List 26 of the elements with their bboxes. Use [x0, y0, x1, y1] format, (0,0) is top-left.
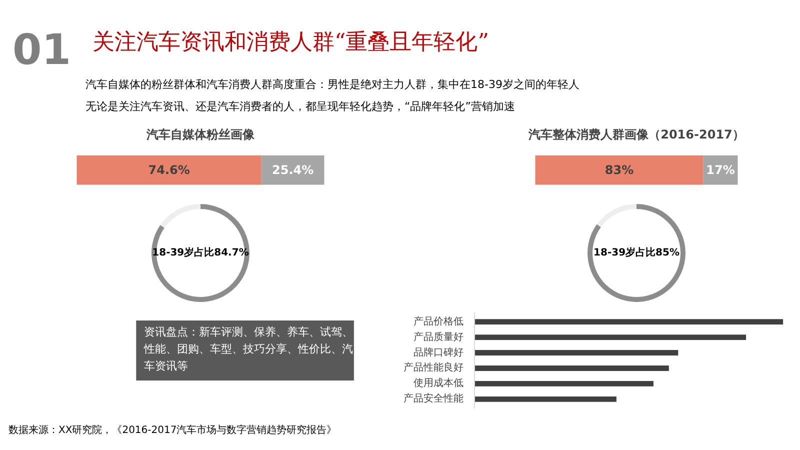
- text: 01: [12, 25, 71, 74]
- text: 18-39岁占比85%: [594, 246, 680, 258]
- bar: [474, 350, 678, 356]
- data-label: 25.4%: [272, 163, 314, 177]
- text: 关注汽车资讯和消费人群“重叠且年轻化”: [92, 30, 489, 55]
- data-label: 74.6%: [148, 163, 190, 177]
- chart-title: 汽车自媒体粉丝画像: [146, 128, 256, 142]
- y-tick-label: 产品价格低: [414, 315, 464, 328]
- text: 18-39岁占比84.7%: [152, 246, 249, 258]
- y-tick-label: 使用成本低: [414, 377, 464, 390]
- bar: [474, 334, 746, 340]
- bar: [474, 319, 784, 324]
- bar: [474, 381, 654, 386]
- bar: [474, 396, 616, 402]
- text: 无论是关注汽车资讯、还是汽车消费者的人，都呈现年轻化趋势，“品牌年轻化”营销加速: [86, 100, 515, 113]
- y-tick-label: 产品质量好: [414, 330, 464, 343]
- bar: [474, 366, 669, 371]
- chart-title: 汽车整体消费人群画像（2016-2017）: [528, 128, 744, 142]
- data-label: 17%: [706, 163, 735, 177]
- text: 汽车自媒体的粉丝群体和汽车消费人群高度重合：男性是绝对主力人群，集中在18-39岁之间的年轻人: [86, 78, 580, 91]
- source-note: 数据来源：XX研究院，《2016-2017汽车市场与数字营销趋势研究报告》: [8, 424, 337, 436]
- y-tick-label: 产品安全性能: [404, 392, 464, 405]
- text: 资讯盘点：新车评测、保养、养车、试驾、性能、团购、车型、技巧分享、性价比、汽车资讯等: [143, 326, 354, 372]
- y-tick-label: 品牌口碑好: [414, 346, 464, 358]
- data-label: 83%: [604, 163, 634, 177]
- y-tick-label: 产品性能良好: [404, 362, 464, 374]
